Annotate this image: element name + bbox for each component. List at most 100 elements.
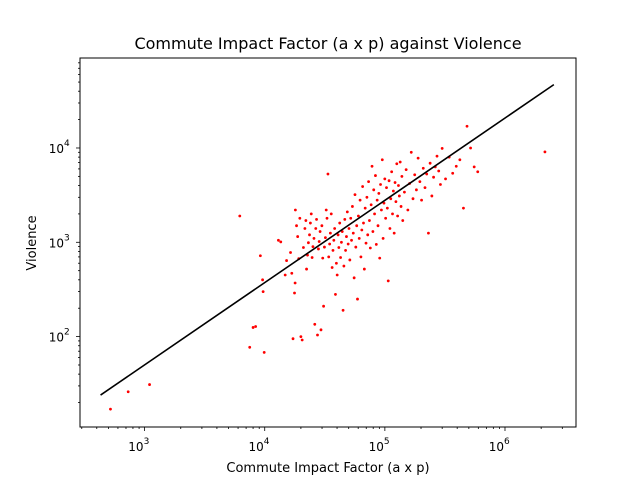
scatter-point	[279, 240, 283, 244]
scatter-point	[362, 221, 365, 225]
scatter-point	[318, 230, 322, 233]
scatter-point	[427, 231, 430, 235]
scatter-point	[309, 212, 313, 216]
axis-ticks: 10 3 10 4 10 5 10 610 210 310 4	[49, 62, 563, 454]
scatter-point	[366, 233, 370, 237]
scatter-point	[342, 264, 346, 268]
scatter-point	[329, 212, 333, 216]
x-tick-label-base: 10	[248, 440, 263, 454]
scatter-point	[469, 146, 472, 150]
scatter-point	[299, 335, 303, 338]
scatter-point	[328, 231, 332, 235]
scatter-point	[437, 169, 441, 173]
y-tick-label-exponent: 4	[64, 139, 70, 149]
scatter-point	[283, 273, 287, 277]
scatter-point	[400, 174, 404, 178]
scatter-point	[351, 231, 355, 235]
scatter-point	[406, 208, 410, 212]
scatter-point	[344, 249, 347, 252]
scatter-point	[334, 293, 337, 296]
scatter-point	[397, 184, 400, 187]
scatter-point	[322, 304, 325, 308]
chart-title: Commute Impact Factor (a x p) against Vi…	[134, 34, 521, 53]
y-tick-label-exponent: 2	[64, 328, 70, 338]
scatter-point	[384, 216, 388, 220]
scatter-point	[262, 350, 266, 354]
scatter-point	[472, 165, 476, 169]
scatter-point	[418, 180, 422, 184]
scatter-point	[356, 297, 359, 301]
scatter-point	[305, 267, 308, 271]
scatter-point	[296, 235, 300, 238]
scatter-point	[248, 345, 252, 349]
scatter-point	[148, 383, 151, 386]
scatter-point	[285, 259, 288, 262]
scatter-point	[373, 212, 376, 216]
scatter-point	[391, 212, 394, 216]
scatter-point	[327, 255, 331, 259]
scatter-point	[338, 221, 342, 225]
x-tick-label: 10 5	[369, 437, 390, 454]
scatter-point	[251, 326, 255, 329]
scatter-point	[391, 189, 395, 193]
scatter-point	[289, 251, 292, 254]
plot-frame	[79, 57, 577, 428]
scatter-point	[425, 172, 429, 176]
scatter-point	[395, 162, 399, 166]
scatter-point	[304, 219, 308, 222]
scatter-point	[336, 233, 340, 237]
x-tick-label-base: 10	[369, 440, 384, 454]
scatter-point	[333, 227, 337, 230]
scatter-point	[347, 227, 351, 230]
scatter-point	[428, 161, 432, 165]
scatter-point	[415, 188, 418, 192]
scatter-point	[353, 193, 357, 197]
scatter-point	[396, 214, 400, 218]
x-tick-label-exponent: 5	[384, 437, 390, 447]
scatter-point	[316, 333, 319, 337]
x-tick-label: 10 6	[489, 437, 510, 454]
y-tick-label-exponent: 3	[64, 233, 70, 243]
scatter-point	[355, 224, 359, 228]
scatter-point	[310, 256, 314, 259]
scatter-point	[311, 245, 315, 249]
scatter-point	[298, 216, 302, 220]
scatter-point	[454, 164, 458, 168]
scatter-point	[421, 166, 425, 170]
y-tick-label: 10 4	[49, 139, 70, 156]
scatter-point	[385, 206, 389, 210]
scatter-point	[420, 198, 423, 202]
scatter-point	[435, 154, 439, 158]
scatter-point	[295, 224, 298, 228]
scatter-point	[290, 271, 294, 275]
scatter-point	[319, 328, 323, 332]
scatter-point	[341, 308, 345, 312]
scatter-point	[369, 203, 373, 207]
y-axis-label: Violence	[25, 215, 40, 270]
scatter-point	[331, 249, 335, 252]
scatter-point	[258, 254, 262, 258]
scatter-point	[401, 219, 405, 222]
scatter-point	[465, 124, 469, 128]
scatter-point	[340, 240, 343, 244]
scatter-point	[315, 217, 318, 221]
scatter-point	[309, 221, 312, 225]
scatter-point	[261, 290, 265, 293]
scatter-point	[345, 210, 349, 214]
scatter-point	[238, 214, 242, 218]
scatter-point	[354, 245, 358, 249]
scatter-point	[430, 194, 434, 198]
scatter-point	[313, 322, 317, 326]
scatter-point	[346, 242, 350, 246]
scatter-point	[394, 200, 398, 204]
x-axis-label: Commute Impact Factor (a x p)	[226, 461, 429, 476]
y-tick-label-base: 10	[49, 331, 64, 345]
scatter-point	[398, 160, 402, 164]
scatter-point	[293, 281, 297, 285]
scatter-point	[357, 236, 361, 240]
scatter-point	[356, 214, 360, 218]
scatter-point	[365, 195, 369, 199]
x-tick-label-exponent: 4	[264, 437, 270, 447]
